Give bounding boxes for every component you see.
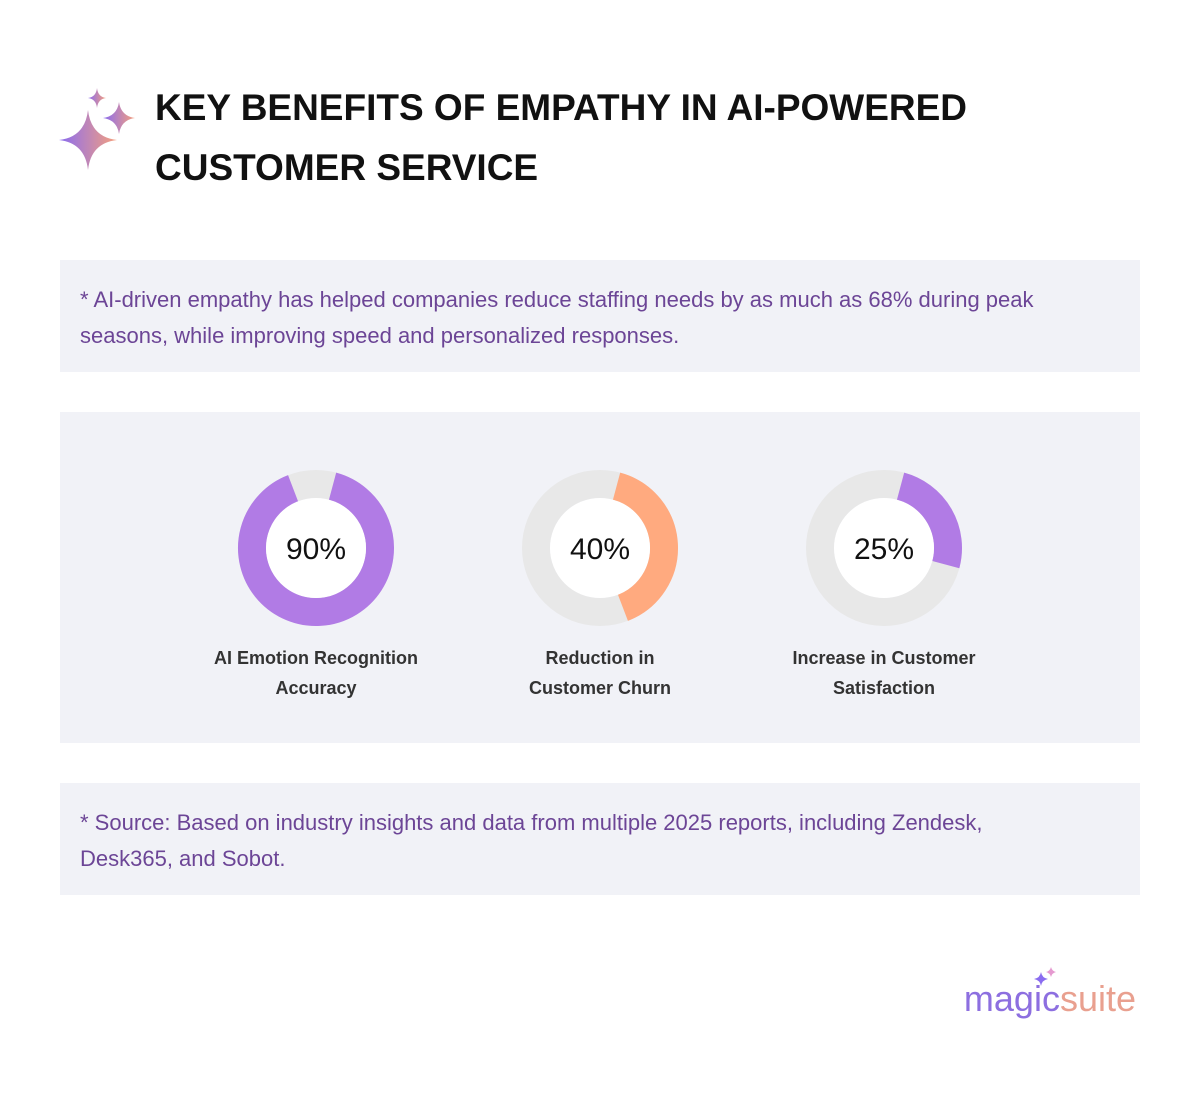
donut-arc bbox=[896, 472, 962, 569]
title: KEY BENEFITS OF EMPATHY IN AI-POWERED CU… bbox=[155, 87, 968, 188]
donut-hole bbox=[266, 498, 366, 598]
donut-arc bbox=[238, 472, 394, 626]
donut-value-label: 25% bbox=[854, 533, 914, 566]
donut-arc bbox=[612, 472, 678, 621]
sparkle-icon bbox=[59, 88, 135, 170]
donut-title: AI Emotion Recognition Accuracy bbox=[214, 648, 418, 698]
logo: magicsuite bbox=[963, 967, 1136, 1020]
note-box: * AI-driven empathy has helped companies… bbox=[60, 260, 1140, 372]
source-note: * Source: Based on industry insights and… bbox=[80, 810, 983, 871]
donut-value-label: 40% bbox=[570, 533, 630, 566]
chart-panel: 90% 40% 25% AI Emotion Recognition Accurac… bbox=[60, 412, 1140, 743]
donut-title: Reduction in Customer Churn bbox=[528, 648, 671, 698]
donut-hole bbox=[550, 498, 650, 598]
donut-title: Increase in Customer Satisfaction bbox=[792, 648, 976, 698]
logo-sparkle bbox=[1033, 967, 1056, 986]
donut-hole bbox=[834, 498, 934, 598]
donut-area: 90% 40% 25% bbox=[238, 470, 962, 626]
logo-text: magic bbox=[963, 978, 1060, 1019]
note: * AI-driven empathy has helped companies… bbox=[80, 287, 1034, 348]
source-box: * Source: Based on industry insights and… bbox=[60, 783, 1140, 895]
donut-value-label: 90% bbox=[286, 533, 346, 566]
logo-text: suite bbox=[1059, 978, 1136, 1019]
